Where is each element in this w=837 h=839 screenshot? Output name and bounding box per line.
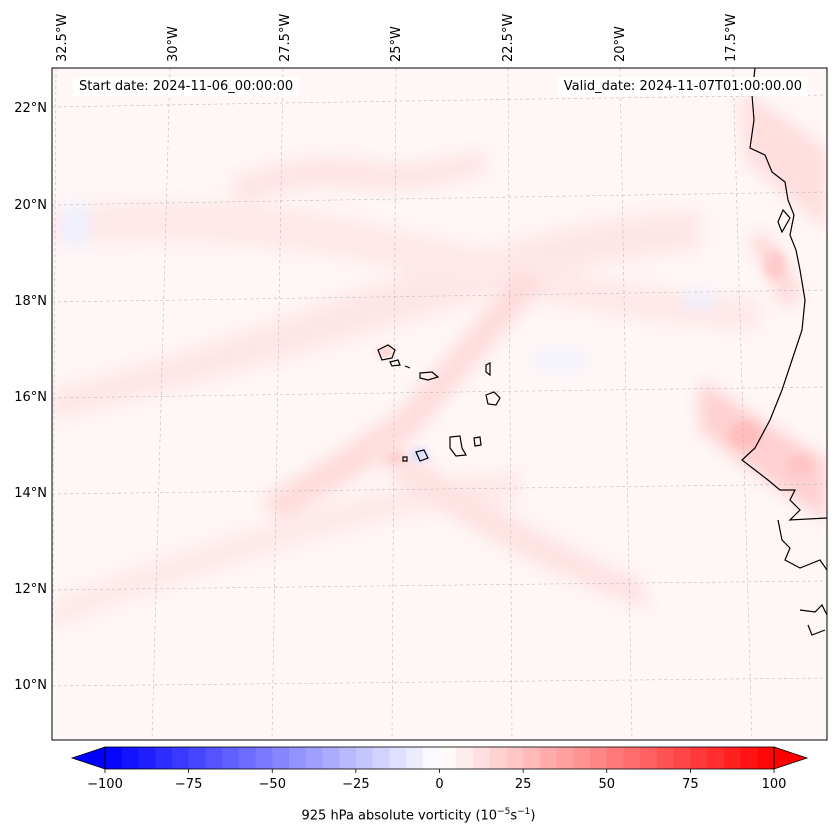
colorbar-cell	[389, 747, 407, 769]
colorbar-cell	[322, 747, 340, 769]
lon-label: 20°W	[613, 26, 628, 62]
colorbar-cell	[673, 747, 691, 769]
colorbar-tick-label: −100	[87, 777, 123, 792]
colorbar-cell	[456, 747, 474, 769]
colorbar-tick-label: 100	[762, 777, 787, 792]
colorbar-cell	[556, 747, 574, 769]
colorbar-cell	[406, 747, 424, 769]
colorbar-cell	[590, 747, 608, 769]
colorbar-cell	[355, 747, 374, 769]
colorbar-cell	[222, 747, 240, 769]
latitude-labels: 22°N 20°N 18°N 16°N 14°N 12°N 10°N	[14, 101, 47, 693]
colorbar-cell	[372, 747, 390, 769]
colorbar-cell	[105, 747, 123, 769]
colorbar-low-extend	[70, 746, 106, 770]
colorbar-tick-label: −50	[259, 777, 286, 792]
colorbar-title-exp2: −1	[517, 807, 531, 817]
lon-label: 30°W	[166, 26, 181, 62]
colorbar-tick-label: 50	[598, 777, 615, 792]
colorbar-tick-label: −75	[175, 777, 202, 792]
colorbar-cell	[138, 747, 156, 769]
colorbar-cell	[523, 747, 541, 769]
lat-label: 20°N	[14, 198, 47, 213]
colorbar-tick-label: 75	[682, 777, 699, 792]
colorbar-title-unit: s	[510, 808, 518, 824]
colorbar-cell	[757, 747, 775, 769]
colorbar-cell	[623, 747, 641, 769]
colorbar: −100 −75 −50 −25 0 25 50 75 100	[70, 746, 809, 792]
colorbar-title-main: 925 hPa absolute vorticity (10	[301, 808, 498, 824]
lat-label: 12°N	[14, 582, 47, 597]
colorbar-cell	[121, 747, 140, 769]
lat-label: 22°N	[14, 101, 47, 116]
lat-label: 14°N	[14, 486, 47, 501]
lon-label: 32.5°W	[55, 14, 70, 62]
longitude-labels: 32.5°W 30°W 27.5°W 25°W 22.5°W 20°W 17.5…	[55, 14, 739, 62]
colorbar-cell	[472, 747, 491, 769]
colorbar-cell	[606, 747, 625, 769]
colorbar-cell	[205, 747, 223, 769]
colorbar-cell	[640, 747, 658, 769]
lon-label: 22.5°W	[501, 14, 516, 62]
colorbar-tick-label: 25	[515, 777, 532, 792]
colorbar-tick-label: 0	[435, 777, 443, 792]
colorbar-cell	[539, 747, 558, 769]
colorbar-cell	[339, 747, 357, 769]
colorbar-cell	[155, 747, 173, 769]
colorbar-tick-label: −25	[342, 777, 369, 792]
valid-date-label: Valid_date: 2024-11-07T01:00:00.00	[557, 77, 808, 96]
colorbar-high-extend	[773, 746, 809, 770]
colorbar-cell	[723, 747, 742, 769]
colorbar-cell	[690, 747, 708, 769]
lon-label: 27.5°W	[278, 14, 293, 62]
colorbar-title-end: )	[530, 808, 536, 824]
colorbar-cell	[573, 747, 591, 769]
gridlines	[52, 68, 827, 740]
colorbar-title-exp1: −5	[497, 807, 511, 817]
lat-label: 18°N	[14, 294, 47, 309]
colorbar-cell	[422, 747, 441, 769]
lat-label: 10°N	[14, 678, 47, 693]
colorbar-cell	[255, 747, 273, 769]
lon-label: 25°W	[389, 26, 404, 62]
colorbar-cell	[272, 747, 290, 769]
colorbar-cell	[740, 747, 758, 769]
colorbar-cell	[305, 747, 324, 769]
coastline	[377, 68, 827, 636]
colorbar-cell	[707, 747, 725, 769]
lat-label: 16°N	[14, 390, 47, 405]
colorbar-cell	[656, 747, 675, 769]
colorbar-cell	[506, 747, 524, 769]
map-frame	[51, 67, 828, 741]
colorbar-cell	[288, 747, 307, 769]
vorticity-field	[52, 90, 827, 630]
colorbar-cell	[171, 747, 190, 769]
start-date-label: Start date: 2024-11-06_00:00:00	[73, 77, 300, 96]
colorbar-cell	[439, 747, 457, 769]
colorbar-cell	[238, 747, 257, 769]
lon-label: 17.5°W	[724, 14, 739, 62]
colorbar-title: 925 hPa absolute vorticity (10−5s−1)	[0, 807, 837, 823]
colorbar-cell	[489, 747, 507, 769]
colorbar-cell	[188, 747, 206, 769]
